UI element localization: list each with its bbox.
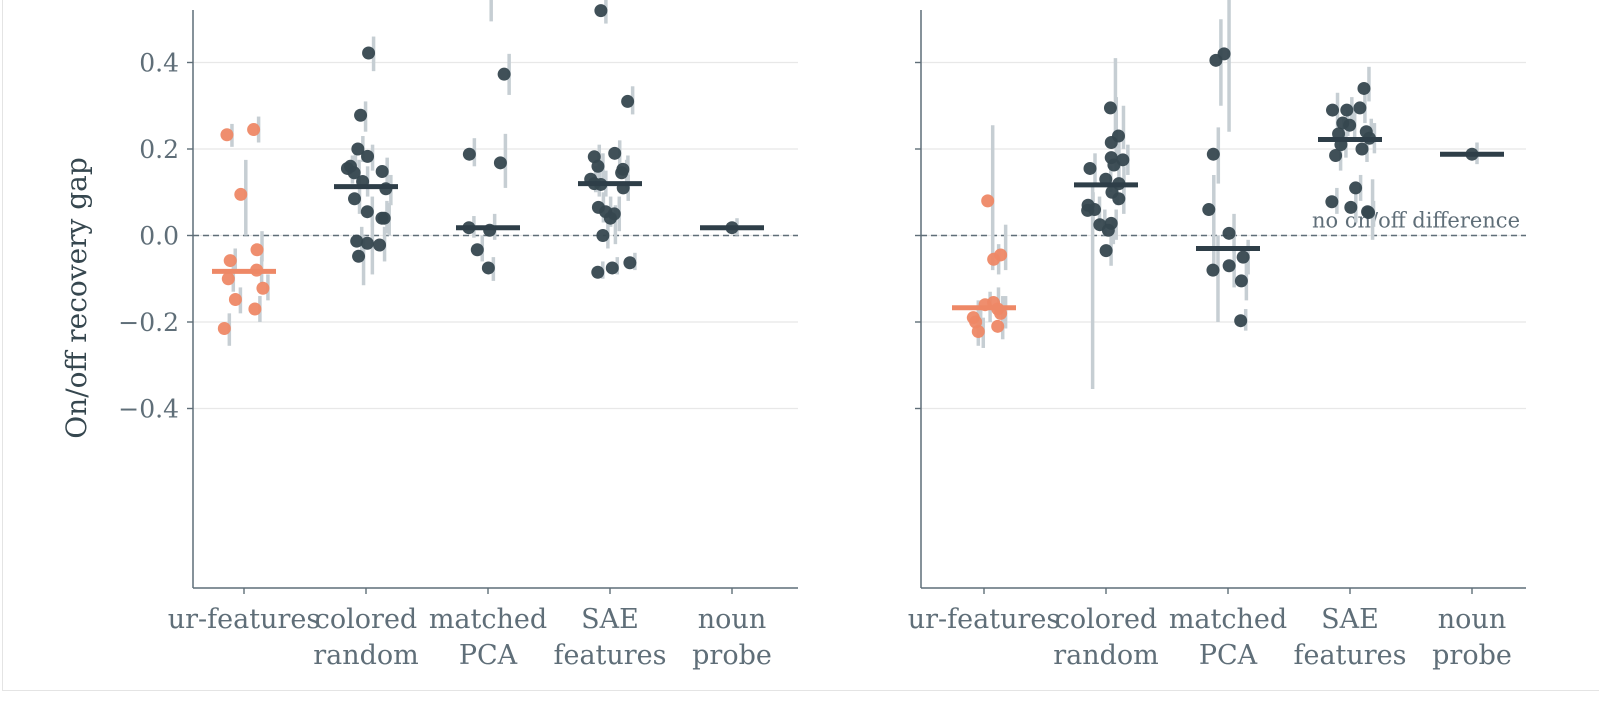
data-point (1325, 195, 1339, 209)
data-point (623, 256, 637, 270)
data-point (1206, 263, 1220, 277)
data-point (470, 243, 484, 257)
data-point (1340, 103, 1354, 117)
y-tick-label: −0.4 (118, 395, 179, 424)
data-point (591, 159, 605, 173)
data-point (221, 272, 235, 286)
data-point (1206, 147, 1220, 161)
data-point (373, 238, 387, 252)
x-tick-label: probe (692, 640, 772, 671)
x-tick-label: ur-features (908, 604, 1060, 635)
x-tick-label: matched (1169, 604, 1287, 635)
x-tick-label: colored (1055, 604, 1157, 635)
data-point (1349, 181, 1363, 195)
data-point (615, 166, 629, 180)
data-point (361, 149, 375, 163)
x-tick-label: random (1053, 640, 1159, 671)
data-point (987, 252, 1001, 266)
y-tick-label: 0.2 (139, 135, 179, 164)
data-point (1326, 103, 1340, 117)
y-tick-label: 0.4 (139, 49, 179, 78)
data-point (493, 156, 507, 170)
reference-line-label: no on/off difference (1312, 209, 1520, 233)
chart-panel-1: −0.4−0.20.00.20.40.60.8On/off recovery g… (60, 0, 798, 671)
y-tick-label: 0.0 (139, 222, 179, 251)
data-point (1343, 118, 1357, 132)
data-point (1083, 161, 1097, 175)
data-point (1222, 226, 1236, 240)
data-point (621, 94, 635, 108)
data-point (360, 236, 374, 250)
y-tick-label: −0.2 (118, 308, 179, 337)
data-point (247, 123, 261, 137)
data-point (360, 205, 374, 219)
x-tick-label: matched (429, 604, 547, 635)
x-tick-label: ur-features (168, 604, 320, 635)
data-point (991, 319, 1005, 333)
data-point (1234, 314, 1248, 328)
data-point (981, 194, 995, 208)
data-point (352, 249, 366, 263)
data-point (1103, 101, 1117, 115)
data-point (1104, 136, 1118, 150)
data-point (248, 302, 262, 316)
data-point (256, 281, 270, 295)
data-point (497, 67, 511, 81)
data-point (350, 234, 364, 248)
data-point (971, 325, 985, 339)
data-point (1112, 192, 1126, 206)
data-point (348, 192, 362, 206)
data-point (1101, 223, 1115, 237)
data-point (217, 321, 231, 335)
data-point (1353, 101, 1367, 115)
data-point (351, 142, 365, 156)
x-tick-label: random (313, 640, 419, 671)
data-point (1099, 244, 1113, 258)
x-tick-label: colored (315, 604, 417, 635)
data-point (375, 211, 389, 225)
x-tick-label: features (553, 640, 666, 671)
data-point (608, 146, 622, 160)
data-point (1344, 200, 1358, 214)
data-point (375, 164, 389, 178)
data-point (1202, 203, 1216, 217)
data-point (354, 108, 368, 122)
data-point (603, 211, 617, 225)
data-point (362, 46, 376, 60)
data-point (462, 147, 476, 161)
data-point (1355, 142, 1369, 156)
data-point (1209, 53, 1223, 67)
x-tick-label: probe (1432, 640, 1512, 671)
x-tick-label: PCA (459, 640, 518, 671)
data-point (228, 293, 242, 307)
data-point (234, 187, 248, 201)
data-point (481, 261, 495, 275)
figure-frame (2, 0, 1599, 691)
x-tick-label: SAE (581, 604, 639, 635)
data-point (605, 261, 619, 275)
data-point (1081, 203, 1095, 217)
x-tick-label: noun (1438, 604, 1506, 635)
x-tick-label: features (1293, 640, 1406, 671)
data-point (596, 229, 610, 242)
data-point (1236, 250, 1250, 264)
data-point (594, 4, 608, 18)
x-tick-label: noun (698, 604, 766, 635)
data-point (1222, 259, 1236, 273)
data-point (223, 254, 237, 268)
x-tick-label: PCA (1199, 640, 1258, 671)
data-point (1234, 274, 1248, 288)
data-point (220, 128, 234, 142)
data-point (1357, 81, 1371, 95)
x-tick-label: SAE (1321, 604, 1379, 635)
data-point (250, 243, 264, 257)
data-point (1329, 148, 1343, 162)
data-point (1107, 158, 1121, 172)
y-axis-label: On/off recovery gap (60, 157, 93, 439)
data-point (347, 166, 361, 180)
data-point (1362, 206, 1376, 220)
data-point (591, 265, 605, 279)
